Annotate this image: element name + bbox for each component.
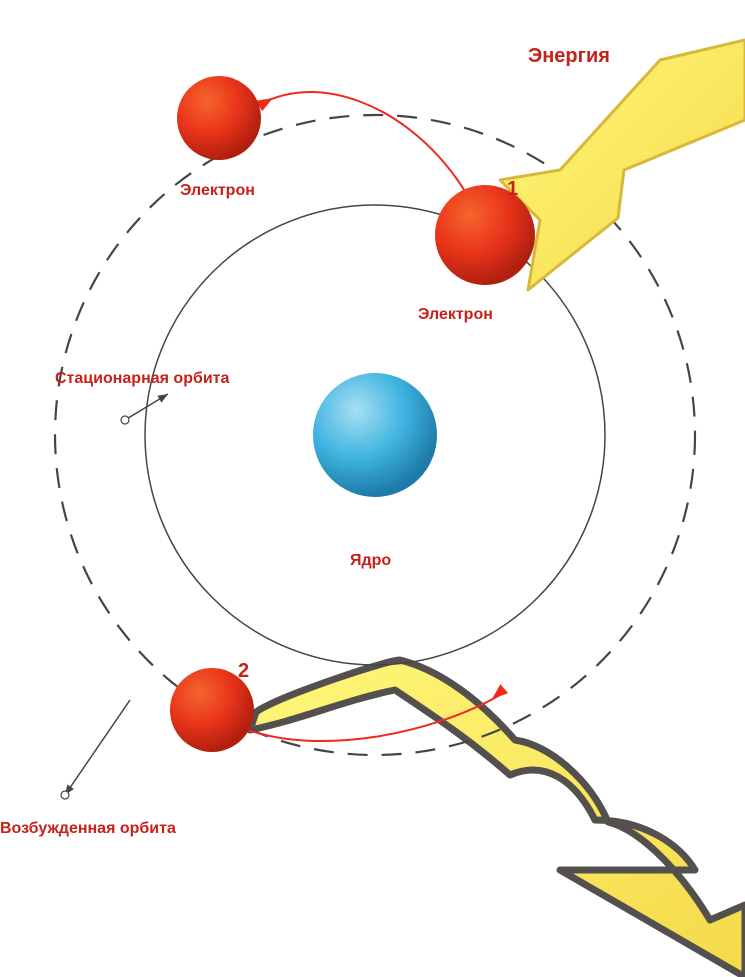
electron-top-left — [177, 76, 261, 160]
energy-in-arrow — [500, 40, 745, 290]
electron-right — [435, 185, 535, 285]
nucleus — [313, 373, 437, 497]
energy-in-label: Энергия — [528, 45, 610, 68]
electron-right-label: Электрон — [418, 306, 493, 324]
electron-right-numeral: 1 — [507, 178, 518, 201]
excited-pointer — [65, 700, 130, 795]
nucleus-label: Ядро — [350, 552, 391, 570]
electron-top-label: Электрон — [180, 182, 255, 200]
stationary-orbit-label: Стационарная орбита — [55, 370, 229, 388]
stationary-pointer-dot — [121, 416, 129, 424]
excited-pointer-dot — [61, 791, 69, 799]
electron-bottom-numeral: 2 — [238, 660, 249, 683]
stationary-pointer-head — [157, 391, 170, 403]
excited-orbit-label: Возбужденная орбита — [0, 820, 176, 838]
absorb-arrow — [255, 92, 468, 196]
diagram-stage: Энергия Электрон Электрон 1 2 Ядро Стаци… — [0, 0, 745, 977]
energy-out-arrow — [250, 660, 745, 977]
